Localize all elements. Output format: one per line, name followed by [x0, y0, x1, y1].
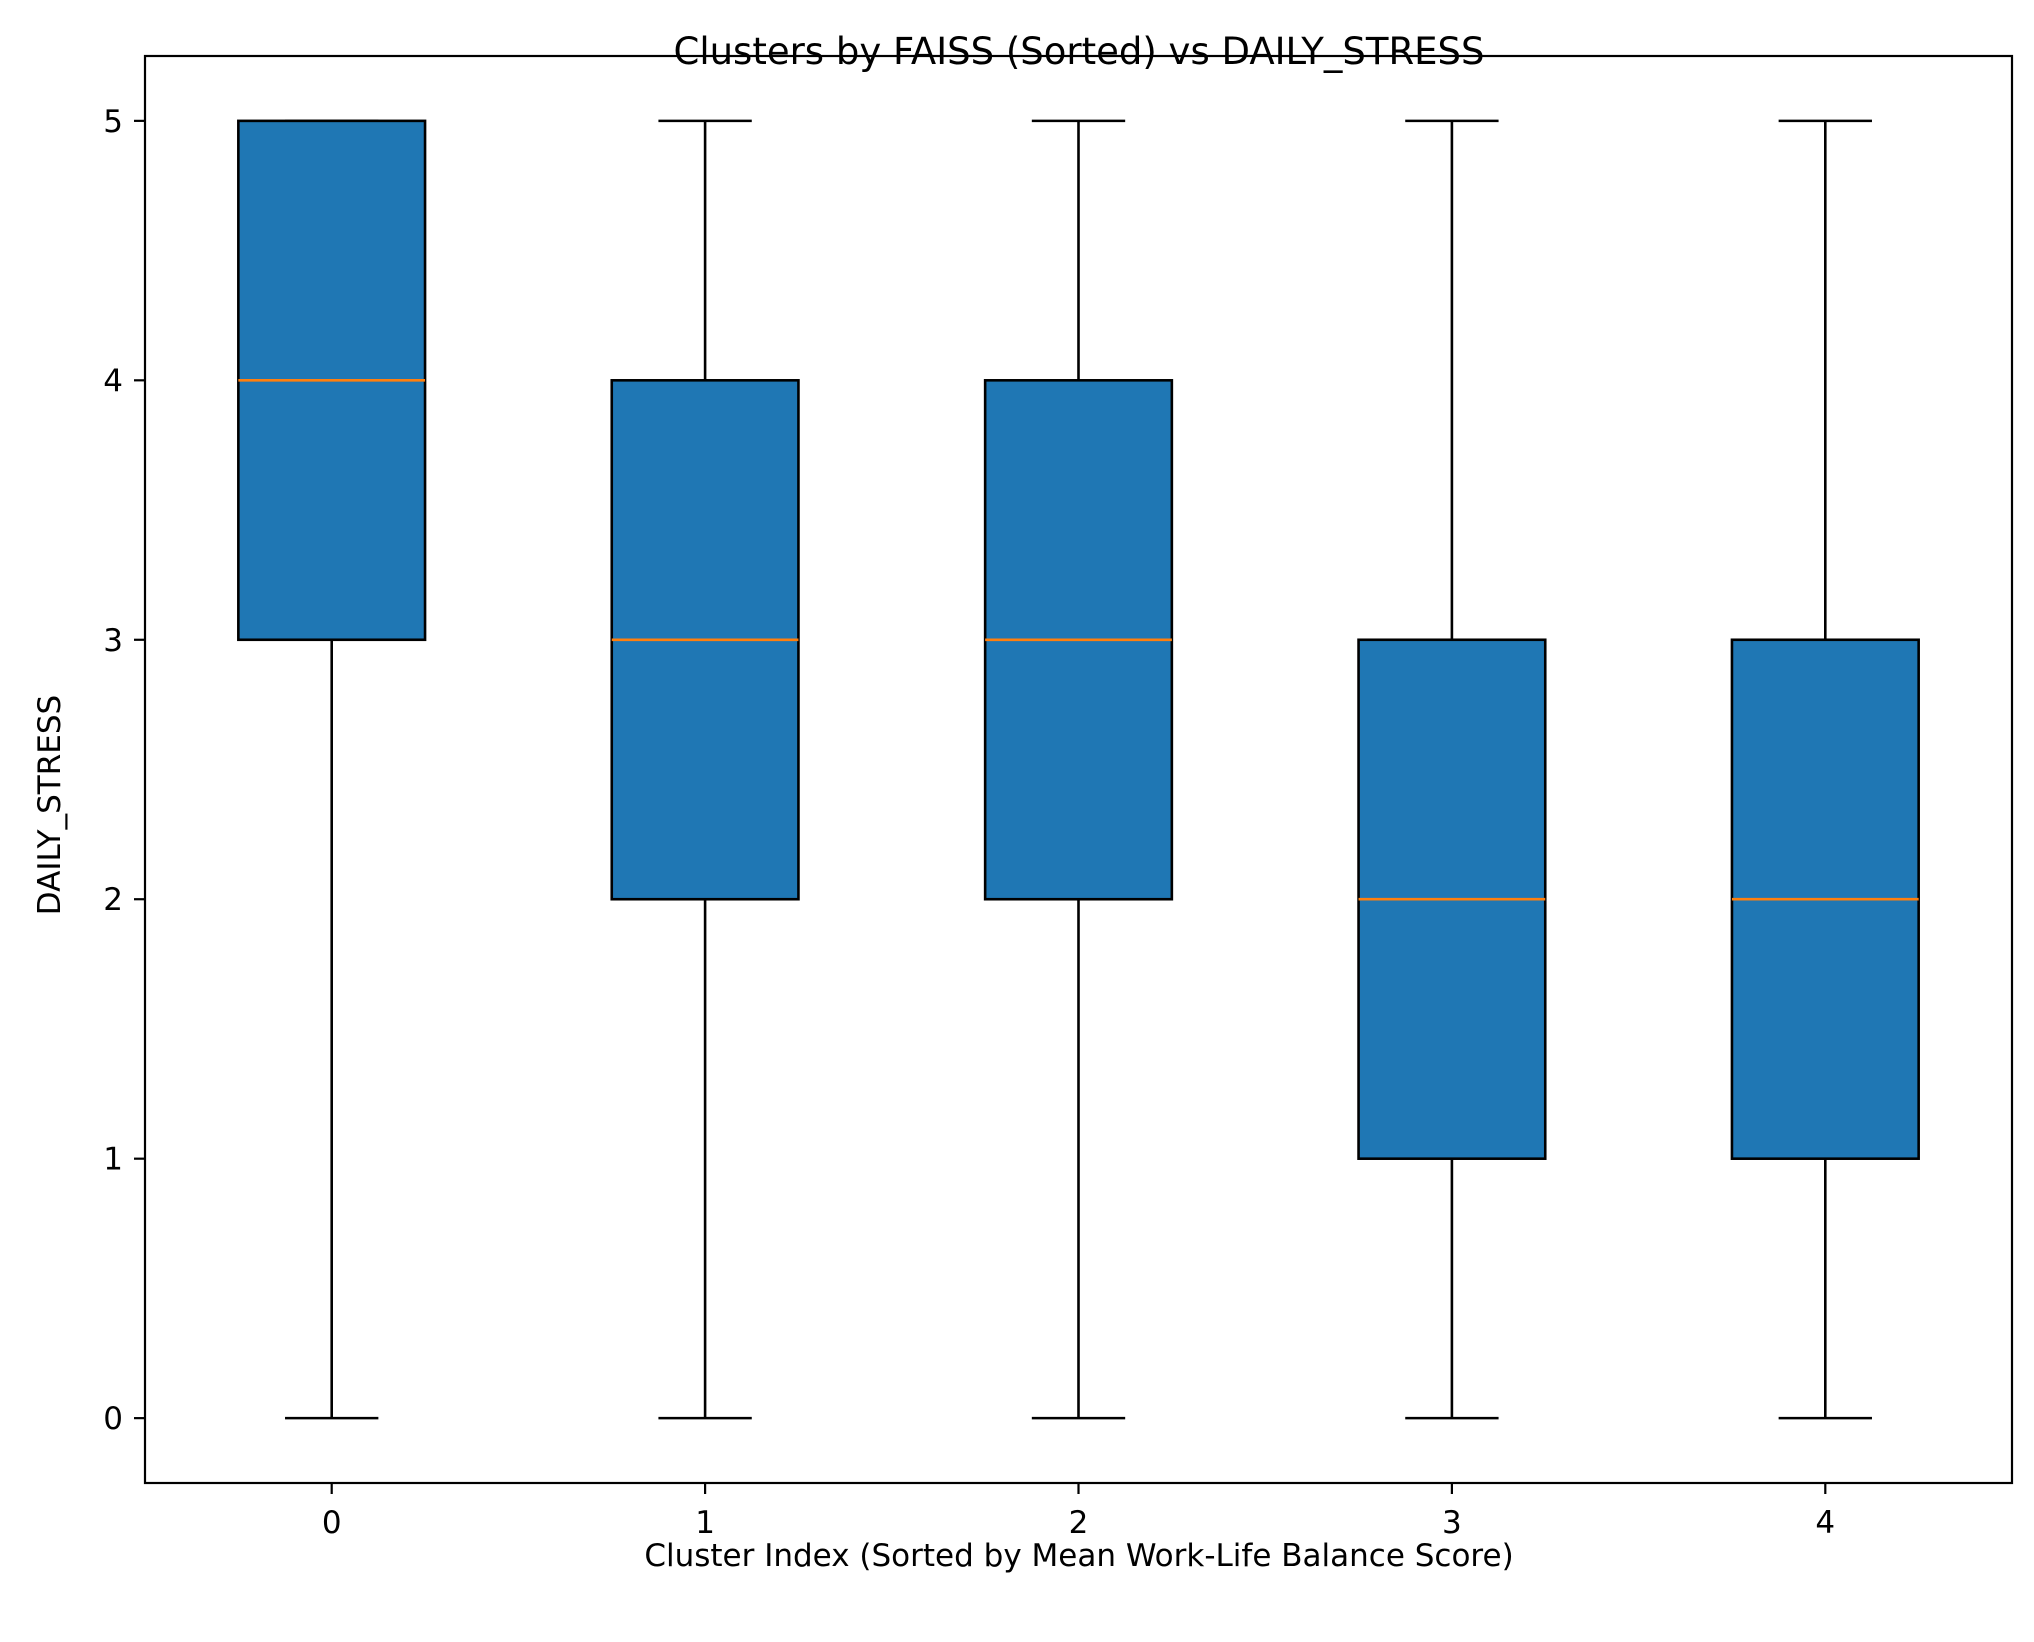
y-tick-label-1: 1: [103, 1142, 123, 1178]
x-axis-label: Cluster Index (Sorted by Mean Work-Life …: [644, 1538, 1513, 1574]
box-group-4: [1730, 119, 1920, 1420]
axes-layer: 0 1 2 3 4 5 0 1 2 3 4: [103, 54, 2014, 1541]
y-tick-label-5: 5: [103, 104, 123, 140]
boxes-layer: [237, 119, 1920, 1420]
x-tick-label-3: 3: [1442, 1505, 1462, 1541]
box-group-3: [1357, 119, 1547, 1420]
box-group-1: [610, 119, 800, 1420]
box-group-2: [983, 119, 1174, 1420]
y-tick-label-0: 0: [103, 1401, 123, 1437]
chart-title: Clusters by FAISS (Sorted) vs DAILY_STRE…: [673, 30, 1484, 73]
y-tick-label-4: 4: [103, 363, 123, 399]
box-group-0: [237, 119, 427, 1420]
y-tick-label-3: 3: [103, 623, 123, 659]
y-tick-label-2: 2: [103, 882, 123, 918]
x-tick-label-4: 4: [1815, 1505, 1835, 1541]
x-tick-label-0: 0: [322, 1505, 342, 1541]
y-axis-label: DAILY_STRESS: [32, 695, 68, 915]
x-tick-label-1: 1: [695, 1505, 715, 1541]
x-tick-label-2: 2: [1069, 1505, 1089, 1541]
